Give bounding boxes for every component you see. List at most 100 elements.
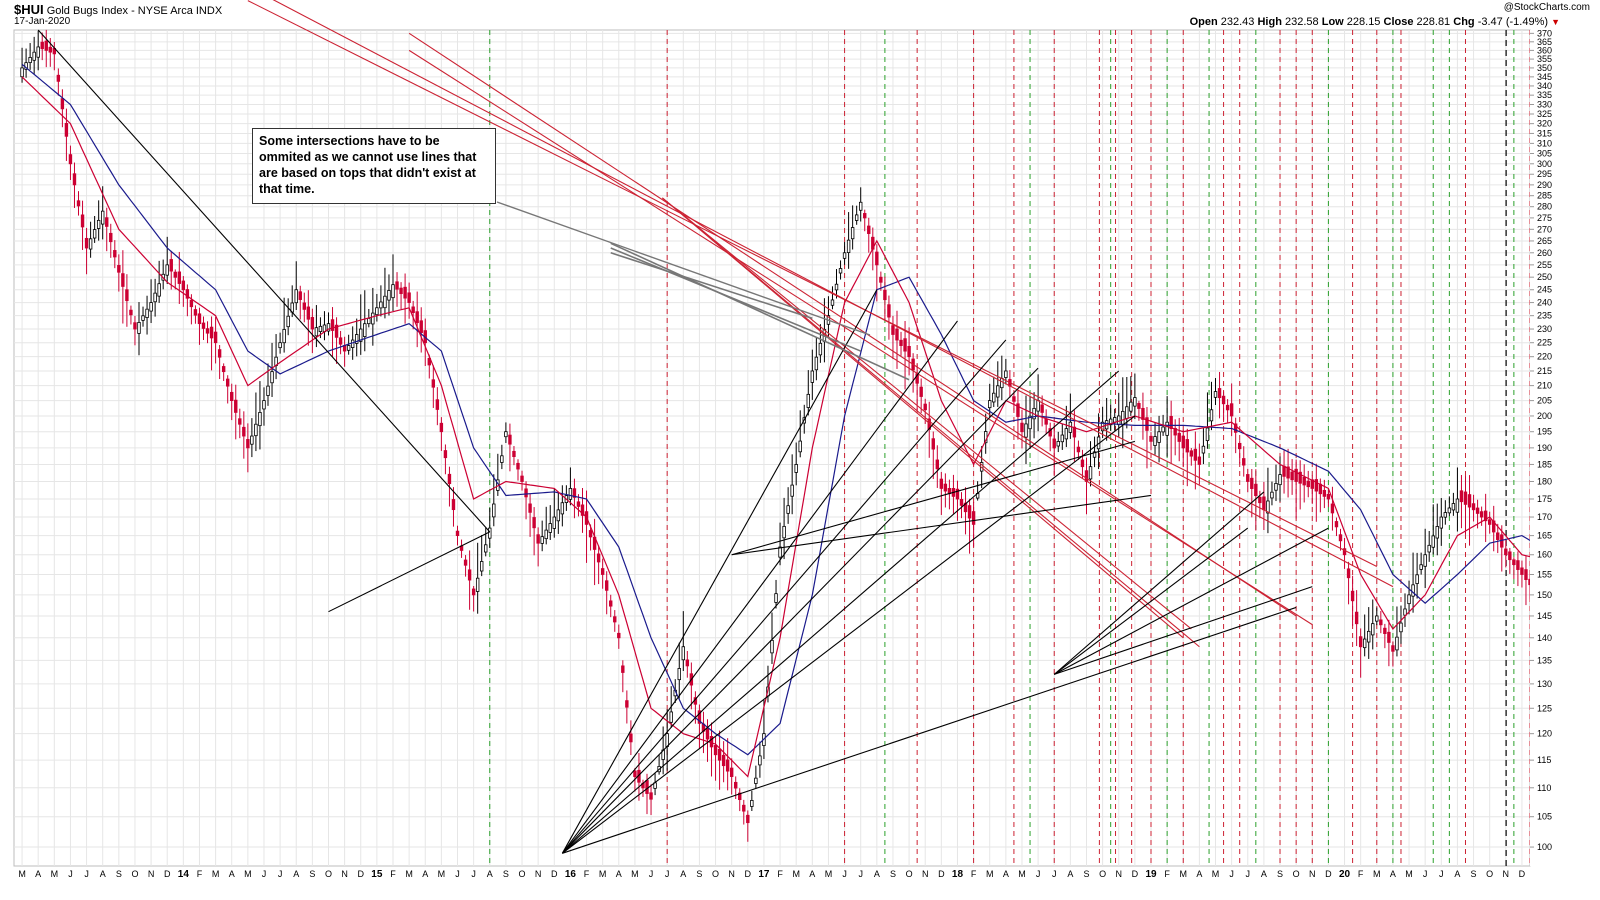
price-bar-body [500,455,504,463]
chg-label: Chg [1453,16,1475,28]
x-tick-label: N [1115,869,1122,879]
price-bar-body [1060,434,1064,443]
price-bar-body [887,304,891,318]
price-bar-body [713,745,718,756]
y-tick-label: 120 [1537,729,1552,739]
y-tick-label: 320 [1537,119,1552,129]
price-bar-body [1209,409,1214,422]
trendline-black [731,494,1152,556]
price-bar-body [1447,507,1452,514]
y-tick-label: 270 [1537,224,1552,234]
price-bar-body [1451,503,1456,511]
y-tick-label: 345 [1537,72,1552,82]
price-bar-body [193,309,198,316]
price-bar-body [1455,498,1460,513]
price-bar-body [1229,403,1234,417]
price-bar-body [1024,423,1028,438]
y-tick-label: 220 [1537,352,1552,362]
price-bar-body [56,74,61,82]
price-bar-body [84,237,89,249]
price-bar-body [96,219,101,229]
price-bar-body [685,659,690,667]
x-tick-label: A [1454,869,1460,879]
y-tick-label: 205 [1537,396,1552,406]
price-bar-body [1423,554,1427,567]
price-bar-body [1153,436,1157,446]
price-bar-body [1197,456,1202,465]
price-bar-body [1383,627,1387,635]
price-bar-body [1379,619,1383,626]
x-tick-label: M [18,869,26,879]
price-bar-body [262,400,266,410]
price-bar-body [1193,448,1198,461]
price-bar-body [72,173,77,186]
price-bar-body [992,392,996,403]
y-tick-label: 200 [1537,411,1552,421]
y-tick-label: 110 [1537,783,1551,793]
x-tick-label: 18 [952,869,964,880]
price-bar-body [230,391,234,402]
x-tick-label: 15 [371,869,383,880]
price-bar-body [1072,426,1077,438]
x-tick-label: O [519,869,526,879]
price-bar-body [1064,428,1069,440]
y-tick-label: 140 [1537,633,1552,643]
price-bar-body [367,318,371,325]
price-bar-body [665,733,669,747]
x-tick-label: O [325,869,332,879]
price-bar-body [359,328,363,342]
x-tick-label: F [584,869,590,879]
price-bar-body [334,324,339,338]
price-bar-body [1334,521,1339,528]
price-bar-body [1238,442,1242,450]
price-bar-body [786,505,790,514]
price-bar-body [294,289,298,304]
price-bar-body [395,281,399,290]
x-tick-label: A [1390,869,1396,879]
price-bar-body [725,759,730,772]
x-tick-label: M [1373,869,1381,879]
price-bar-body [879,276,883,283]
x-tick-label: J [1036,869,1041,879]
price-bar-body [149,302,153,312]
price-bar-body [548,523,552,533]
price-bar-body [286,315,290,328]
price-bar-body [1512,559,1516,566]
price-bar-body [613,616,617,623]
price-bar-body [169,259,173,272]
y-axis: 100 105 110 115 120 125 130 135 140 145 150 155 160 1… [1530,28,1600,866]
x-tick-label: F [1164,869,1170,879]
x-tick-label: D [1132,869,1139,879]
y-tick-label: 355 [1537,54,1552,64]
price-bar-body [649,792,653,800]
price-bar-body [379,301,383,309]
price-bar-body [1496,532,1500,540]
price-bar-body [415,311,419,324]
trendline-black [561,320,958,854]
price-bar-body [1157,431,1161,443]
y-tick-label: 300 [1537,159,1552,169]
y-tick-label: 230 [1537,324,1552,334]
price-bar-body [1294,468,1298,482]
price-bar-body [1137,403,1141,409]
x-tick-label: S [696,869,702,879]
price-bar-body [32,51,36,61]
price-bar-body [68,154,73,165]
price-bar-body [407,292,411,303]
x-tick-label: D [745,869,752,879]
price-bar-body [1326,493,1331,500]
price-bar-body [633,770,637,777]
price-bar-body [48,46,52,53]
price-bar-body [1387,631,1391,643]
trendline-red [272,0,1394,588]
price-bar-body [383,295,387,309]
price-bar-body [298,291,302,300]
close-value: 228.81 [1416,16,1451,28]
trendline-gray [610,252,813,320]
x-tick-label: J [649,869,654,879]
x-tick-label: D [551,869,558,879]
x-tick-label: M [1212,869,1220,879]
price-bar-body [1258,496,1262,504]
price-bar-body [403,286,407,299]
price-bar-body [488,527,492,539]
